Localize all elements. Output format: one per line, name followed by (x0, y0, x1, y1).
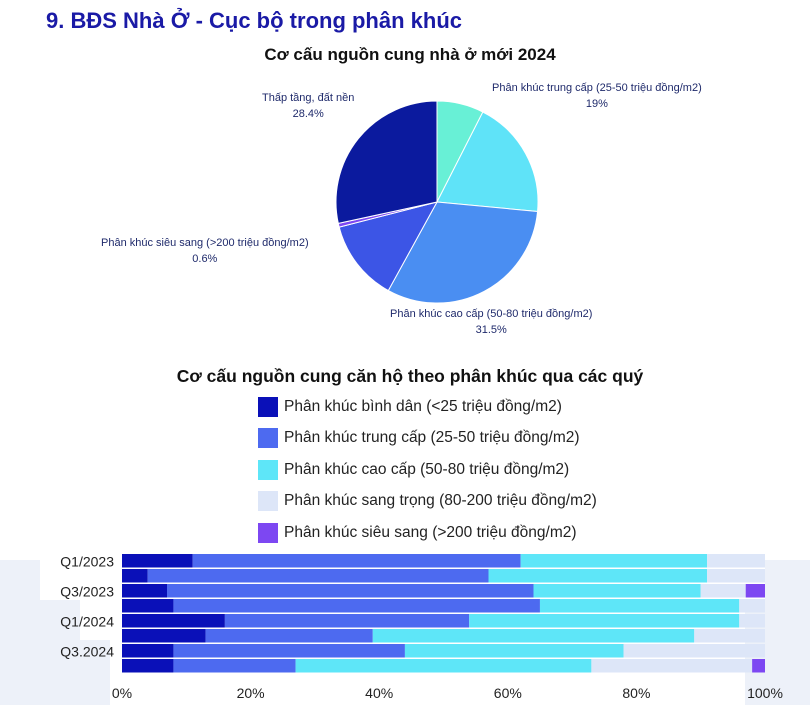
legend-item-trung-cap: Phân khúc trung cấp (25-50 triệu đồng/m2… (258, 428, 597, 449)
bar-segment-0-1 (122, 569, 148, 583)
pie-label-name: Phân khúc trung cấp (25-50 triệu đồng/m2… (492, 82, 702, 94)
bar-segment-3-3 (739, 599, 765, 613)
bar-segment-0-7 (122, 659, 174, 673)
bar-segment-1-7 (173, 659, 296, 673)
y-axis-label: Q1/2024 (60, 613, 114, 629)
pie-label-sieu-sang: Phân khúc siêu sang (>200 triệu đồng/m2)… (101, 236, 309, 268)
page-title: 9. BĐS Nhà Ở - Cục bộ trong phân khúc (46, 8, 463, 33)
bar-segment-2-0 (520, 554, 708, 568)
pie-label-name: Thấp tầng, đất nền (262, 92, 355, 104)
pie-label-name: Phân khúc cao cấp (50-80 triệu đồng/m2) (390, 308, 593, 320)
legend-swatch (258, 396, 278, 417)
bar-segment-0-5 (122, 629, 206, 643)
pie-slice-3 (338, 201, 438, 292)
pie-chart-title: Cơ cấu nguồn cung nhà ở mới 2024 (264, 45, 556, 64)
bar-segment-1-0 (192, 554, 521, 568)
pie-label-value: 28.4% (292, 107, 324, 120)
bar-segment-3-7 (591, 659, 753, 673)
x-axis-tick: 100% (747, 685, 783, 701)
legend-item-binh-dan: Phân khúc bình dân (<25 triệu đồng/m2) (258, 396, 597, 417)
bar-chart-title: Cơ cấu nguồn cung căn hộ theo phân khúc … (176, 366, 644, 386)
x-axis-tick: 60% (494, 685, 522, 701)
pie-label-value: 19% (585, 97, 608, 110)
bar-segment-3-5 (694, 629, 765, 643)
bar-segment-2-6 (404, 644, 624, 658)
bar-segment-3-0 (707, 554, 765, 568)
stacked-bar-chart: Q1/2023 Q3/2023 Q1/2024 Q3.2024 0% 20% 40% 60% 8… (60, 553, 783, 701)
legend-item-sieu-sang: Phân khúc siêu sang (>200 triệu đồng/m2) (258, 522, 597, 543)
bar-segment-4-2 (745, 584, 765, 598)
bar-chart-legend: Phân khúc bình dân (<25 triệu đồng/m2) P… (258, 396, 597, 554)
y-axis-label: Q3/2023 (60, 583, 114, 599)
pie-slice-5 (335, 100, 438, 225)
legend-swatch (258, 522, 278, 543)
pie-label-thap-tang: Thấp tầng, đất nền 28.4% (262, 91, 354, 123)
legend-label: Phân khúc sang trọng (80-200 triệu đồng/… (284, 492, 597, 509)
legend-label: Phân khúc trung cấp (25-50 triệu đồng/m2… (284, 429, 580, 446)
x-axis-tick: 80% (622, 685, 650, 701)
bar-segment-0-4 (122, 614, 225, 628)
x-axis-tick: 0% (112, 685, 132, 701)
bar-segment-2-2 (533, 584, 701, 598)
legend-swatch (258, 459, 278, 480)
pie-label-cao-cap: Phân khúc cao cấp (50-80 triệu đồng/m2) … (390, 307, 592, 339)
bar-segment-0-3 (122, 599, 174, 613)
bar-segment-2-3 (539, 599, 740, 613)
bar-segment-3-2 (700, 584, 746, 598)
bar-segment-3-1 (707, 569, 765, 583)
bar-segment-1-3 (173, 599, 540, 613)
bar-segment-1-5 (205, 629, 373, 643)
pie-label-value: 0.6% (192, 252, 218, 265)
bar-segment-2-7 (295, 659, 592, 673)
x-axis-tick: 20% (237, 685, 265, 701)
bar-segment-2-4 (469, 614, 740, 628)
legend-label: Phân khúc siêu sang (>200 triệu đồng/m2) (284, 523, 577, 541)
bar-segment-0-0 (122, 554, 193, 568)
bar-segment-1-4 (224, 614, 470, 628)
bar-segment-1-2 (167, 584, 534, 598)
bar-segment-1-6 (173, 644, 405, 658)
pie-label-name: Phân khúc siêu sang (>200 triệu đồng/m2) (101, 237, 309, 249)
pie-label-value: 31.5% (475, 323, 507, 336)
legend-label: Phân khúc cao cấp (50-80 triệu đồng/m2) (284, 460, 570, 478)
legend-item-sang-trong: Phân khúc sang trọng (80-200 triệu đồng/… (258, 491, 597, 512)
bar-segment-3-6 (623, 644, 765, 658)
bar-segment-2-1 (488, 569, 708, 583)
pie-chart (335, 100, 539, 304)
legend-label: Phân khúc bình dân (<25 triệu đồng/m2) (284, 397, 562, 415)
legend-item-cao-cap: Phân khúc cao cấp (50-80 triệu đồng/m2) (258, 459, 597, 480)
y-axis-label: Q1/2023 (60, 553, 114, 569)
y-axis-label: Q3.2024 (60, 643, 114, 659)
bar-segment-0-6 (122, 644, 174, 658)
pie-label-trung-cap: Phân khúc trung cấp (25-50 triệu đồng/m2… (492, 81, 702, 113)
x-axis-tick: 40% (365, 685, 393, 701)
pie-slice-1 (436, 111, 539, 213)
legend-swatch (258, 491, 278, 511)
bar-segment-3-4 (739, 614, 765, 628)
bar-segment-0-2 (122, 584, 168, 598)
bar-segment-2-5 (372, 629, 695, 643)
bar-segment-4-7 (752, 659, 765, 673)
pie-slice-2 (387, 201, 539, 304)
bar-segment-1-1 (147, 569, 489, 583)
legend-swatch (258, 428, 278, 448)
